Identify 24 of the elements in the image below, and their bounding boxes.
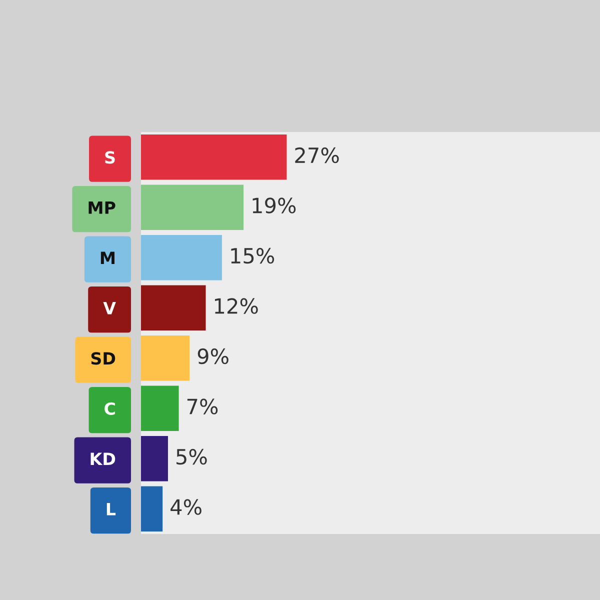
y-tick-label: L — [106, 503, 116, 516]
bar — [141, 486, 163, 532]
data-label: 5% — [176, 448, 207, 465]
y-tick-label: S — [105, 151, 115, 164]
y-tick-label: SD — [91, 352, 116, 365]
data-label: 4% — [170, 499, 202, 515]
data-label: 19% — [252, 198, 296, 214]
y-tick-label: M — [100, 252, 114, 264]
y-tick-label: MP — [88, 202, 116, 214]
y-tick-label: KD — [90, 452, 116, 465]
bar — [141, 134, 287, 180]
bar — [141, 184, 244, 230]
y-tick-label: V — [103, 302, 116, 314]
y-tick-label: C — [104, 402, 115, 415]
bar — [141, 436, 168, 482]
bar — [141, 336, 190, 381]
bar — [141, 386, 179, 431]
data-label: 15% — [231, 248, 274, 264]
data-label: 12% — [214, 298, 258, 314]
data-label: 9% — [198, 348, 228, 364]
bar — [141, 285, 206, 330]
bar — [141, 235, 222, 280]
data-label: 27% — [295, 147, 339, 164]
data-label: 7% — [187, 398, 218, 414]
